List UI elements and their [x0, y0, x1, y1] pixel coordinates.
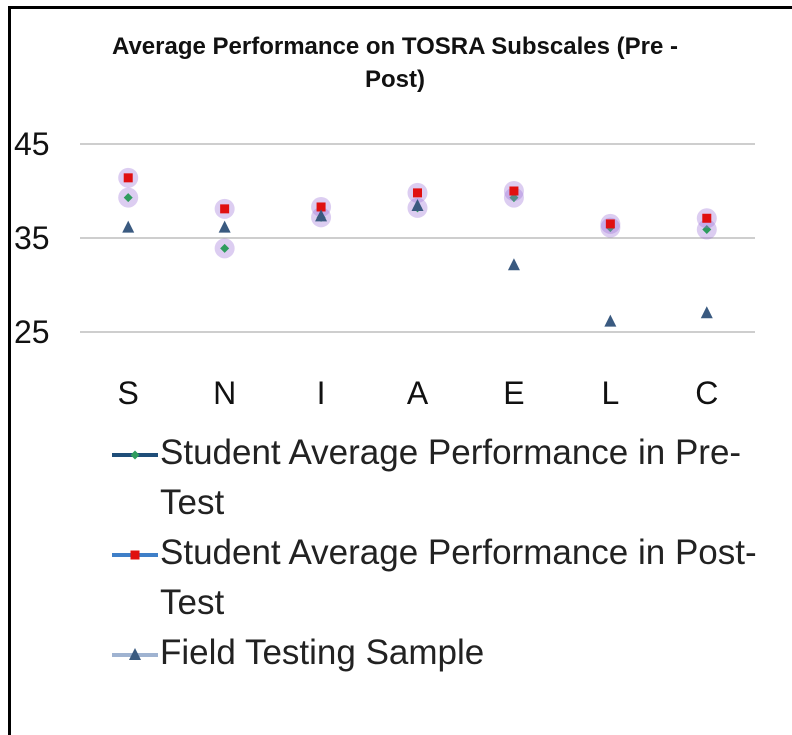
- x-tick-label: A: [407, 375, 429, 411]
- marker: [604, 314, 617, 327]
- x-tick-label: L: [601, 375, 619, 411]
- marker: [220, 243, 230, 253]
- legend-swatch: [112, 550, 158, 560]
- marker: [220, 204, 230, 214]
- marker: [315, 209, 328, 222]
- x-tick-label: E: [503, 375, 524, 411]
- x-tick-label: C: [695, 375, 718, 411]
- x-tick-label: S: [118, 375, 139, 411]
- legend-entry: Field Testing Sample: [108, 628, 768, 678]
- x-tick-label: I: [317, 375, 326, 411]
- y-tick-label: 45: [14, 126, 50, 162]
- marker: [411, 199, 424, 212]
- marker: [700, 306, 713, 319]
- frame: [8, 6, 792, 735]
- marker: [123, 193, 133, 203]
- legend-label: Field Testing Sample: [160, 633, 485, 672]
- legend-swatch: [112, 450, 158, 460]
- marker: [130, 550, 140, 560]
- marker: [605, 219, 615, 229]
- marker: [218, 220, 231, 233]
- legend-entry: Student Average Performance in Pre-Test: [108, 428, 768, 528]
- marker: [129, 648, 141, 660]
- marker: [507, 258, 520, 271]
- marker: [509, 186, 519, 196]
- legend-entry: Student Average Performance in Post-Test: [108, 528, 768, 628]
- marker: [122, 220, 135, 233]
- marker: [702, 225, 712, 235]
- legend: Student Average Performance in Pre-Test S…: [108, 428, 768, 678]
- legend-label: Student Average Performance in Pre-Test: [160, 433, 742, 522]
- marker: [316, 202, 326, 212]
- marker: [123, 173, 133, 183]
- legend-swatch: [112, 648, 158, 660]
- y-tick-label: 35: [14, 220, 50, 256]
- marker: [702, 213, 712, 223]
- chart-title: Average Performance on TOSRA Subscales (…: [112, 33, 678, 93]
- legend-label: Student Average Performance in Post-Test: [160, 533, 757, 622]
- x-tick-label: N: [213, 375, 236, 411]
- y-tick-label: 25: [14, 314, 50, 350]
- marker: [130, 450, 140, 460]
- marker: [413, 188, 422, 198]
